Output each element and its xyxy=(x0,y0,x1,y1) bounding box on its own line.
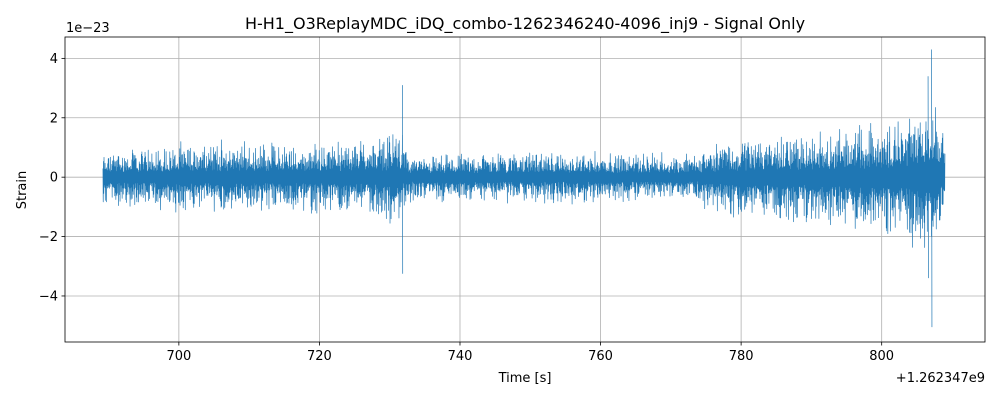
x-tick-label: 780 xyxy=(729,349,754,364)
x-tick-label: 700 xyxy=(166,349,191,364)
x-axis-label: Time [s] xyxy=(498,371,552,386)
y-scale-offset: 1e−23 xyxy=(66,21,110,36)
y-tick-label: −2 xyxy=(39,230,58,245)
x-tick-label: 800 xyxy=(869,349,894,364)
x-tick-label: 720 xyxy=(307,349,332,364)
chart-title: H-H1_O3ReplayMDC_iDQ_combo-1262346240-40… xyxy=(245,14,805,34)
y-tick-label: 2 xyxy=(50,111,58,126)
y-axis-label: Strain xyxy=(15,171,30,210)
y-tick-label: 4 xyxy=(50,52,58,67)
x-tick-label: 760 xyxy=(588,349,613,364)
x-offset-label: +1.262347e9 xyxy=(896,371,985,386)
x-tick-label: 740 xyxy=(448,349,473,364)
y-tick-label: 0 xyxy=(50,171,58,186)
y-tick-label: −4 xyxy=(39,289,58,304)
